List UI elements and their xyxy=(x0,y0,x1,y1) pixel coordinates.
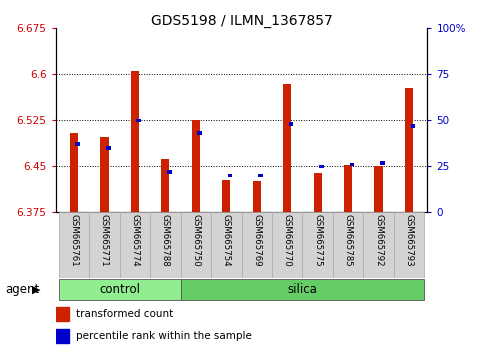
Bar xyxy=(258,174,263,177)
Text: GSM665750: GSM665750 xyxy=(191,215,200,267)
Text: control: control xyxy=(99,282,140,296)
Text: GDS5198 / ILMN_1367857: GDS5198 / ILMN_1367857 xyxy=(151,14,332,28)
Bar xyxy=(242,212,272,278)
Bar xyxy=(120,212,150,278)
Text: GSM665785: GSM665785 xyxy=(344,215,353,267)
Bar xyxy=(56,307,69,321)
Bar xyxy=(313,172,322,212)
Text: GSM665771: GSM665771 xyxy=(100,215,109,267)
Bar xyxy=(222,181,230,212)
Bar xyxy=(272,212,302,278)
Bar xyxy=(130,71,139,212)
Text: GSM665770: GSM665770 xyxy=(283,215,292,267)
Bar xyxy=(192,120,200,212)
Bar xyxy=(319,165,324,168)
Bar xyxy=(167,170,171,174)
Text: agent: agent xyxy=(5,283,39,296)
Text: ▶: ▶ xyxy=(32,285,41,295)
Bar xyxy=(211,212,242,278)
Text: GSM665792: GSM665792 xyxy=(374,215,383,267)
Bar xyxy=(302,212,333,278)
Bar xyxy=(106,146,111,150)
Bar xyxy=(56,329,69,343)
Bar xyxy=(350,163,355,166)
Bar xyxy=(380,161,385,165)
Bar xyxy=(58,212,89,278)
Text: transformed count: transformed count xyxy=(76,309,173,319)
Bar xyxy=(344,165,353,212)
Bar xyxy=(58,279,181,301)
Bar xyxy=(181,279,425,301)
Bar xyxy=(100,137,109,212)
Bar xyxy=(253,181,261,212)
Bar xyxy=(161,159,170,212)
Bar xyxy=(181,212,211,278)
Text: GSM665769: GSM665769 xyxy=(252,215,261,267)
Bar xyxy=(227,174,232,177)
Text: GSM665754: GSM665754 xyxy=(222,215,231,267)
Bar xyxy=(150,212,181,278)
Text: GSM665788: GSM665788 xyxy=(161,215,170,267)
Bar xyxy=(405,88,413,212)
Bar xyxy=(197,131,202,135)
Bar xyxy=(363,212,394,278)
Text: percentile rank within the sample: percentile rank within the sample xyxy=(76,331,252,341)
Text: silica: silica xyxy=(287,282,317,296)
Text: GSM665761: GSM665761 xyxy=(70,215,78,267)
Bar xyxy=(70,133,78,212)
Bar xyxy=(394,212,425,278)
Bar xyxy=(333,212,363,278)
Bar xyxy=(289,122,294,126)
Text: GSM665793: GSM665793 xyxy=(405,215,413,267)
Text: GSM665775: GSM665775 xyxy=(313,215,322,267)
Bar xyxy=(136,119,141,122)
Bar xyxy=(89,212,120,278)
Bar xyxy=(75,142,80,146)
Bar xyxy=(283,84,291,212)
Text: GSM665774: GSM665774 xyxy=(130,215,139,267)
Bar xyxy=(374,166,383,212)
Bar xyxy=(411,124,415,128)
